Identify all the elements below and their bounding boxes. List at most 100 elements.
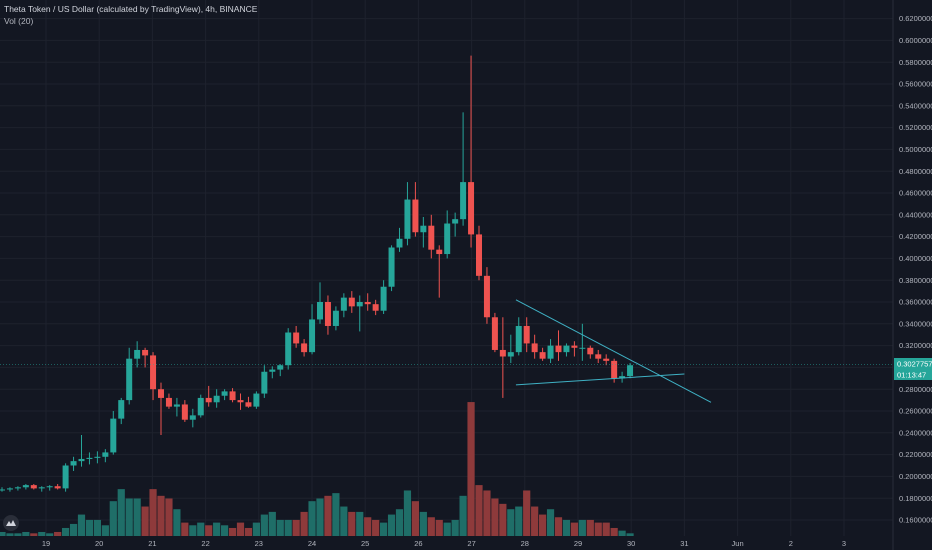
candle-up[interactable] bbox=[86, 452, 93, 465]
candle-down[interactable] bbox=[158, 382, 164, 435]
candle-up[interactable] bbox=[452, 212, 459, 237]
trendline[interactable] bbox=[515, 299, 712, 403]
candle-down[interactable] bbox=[531, 334, 538, 359]
candle-up[interactable] bbox=[261, 365, 268, 398]
candle-up[interactable] bbox=[277, 364, 284, 377]
candle-up[interactable] bbox=[396, 227, 403, 252]
candle-up[interactable] bbox=[0, 487, 5, 492]
candle-up[interactable] bbox=[118, 397, 125, 425]
candle-down[interactable] bbox=[181, 400, 188, 422]
candle-down[interactable] bbox=[30, 484, 37, 490]
candle-down[interactable] bbox=[372, 299, 379, 316]
candle-up[interactable] bbox=[253, 391, 260, 409]
volume-bar bbox=[435, 519, 443, 536]
candle-down[interactable] bbox=[491, 312, 498, 353]
candle-down[interactable] bbox=[595, 349, 602, 364]
price-tags: 0.30277579 01:13:47 bbox=[894, 358, 932, 380]
candle-up[interactable] bbox=[173, 397, 180, 417]
candle-up[interactable] bbox=[547, 339, 554, 364]
candle-up[interactable] bbox=[102, 449, 109, 463]
candle-up[interactable] bbox=[285, 328, 292, 370]
candle-up[interactable] bbox=[563, 343, 570, 357]
candle-down[interactable] bbox=[436, 245, 443, 298]
candle-body bbox=[571, 345, 578, 348]
candle-up[interactable] bbox=[627, 363, 634, 379]
candle-up[interactable] bbox=[460, 112, 467, 226]
candle-down[interactable] bbox=[237, 393, 244, 410]
candle-up[interactable] bbox=[332, 306, 339, 331]
candle-up[interactable] bbox=[94, 451, 101, 464]
volume-bar bbox=[546, 509, 555, 536]
candle-down[interactable] bbox=[301, 339, 308, 357]
candle-down[interactable] bbox=[205, 385, 212, 407]
trendline[interactable] bbox=[515, 373, 685, 386]
time-tick-label: 31 bbox=[680, 539, 688, 548]
tradingview-logo-icon[interactable] bbox=[3, 515, 19, 531]
candle-down[interactable] bbox=[571, 341, 578, 357]
candle-up[interactable] bbox=[507, 334, 514, 364]
candle-up[interactable] bbox=[380, 280, 387, 314]
candle-up[interactable] bbox=[309, 304, 316, 355]
candle-up[interactable] bbox=[110, 411, 117, 455]
candle-down[interactable] bbox=[364, 293, 371, 311]
candle-up[interactable] bbox=[70, 456, 77, 471]
candle-down[interactable] bbox=[539, 347, 546, 361]
volume-bar bbox=[133, 498, 141, 536]
candle-up[interactable] bbox=[388, 245, 395, 292]
candle-body bbox=[181, 404, 188, 420]
candle-down[interactable] bbox=[412, 182, 419, 237]
candle-up[interactable] bbox=[515, 317, 522, 356]
candle-down[interactable] bbox=[468, 55, 475, 248]
candle-down[interactable] bbox=[555, 330, 562, 361]
candle-up[interactable] bbox=[38, 486, 45, 492]
candle-down[interactable] bbox=[348, 291, 355, 313]
candle-down[interactable] bbox=[54, 484, 61, 490]
candle-down[interactable] bbox=[587, 345, 594, 359]
price-tick-label: 0.48000000 bbox=[899, 167, 932, 176]
candle-up[interactable] bbox=[126, 347, 133, 405]
time-tick-label: 30 bbox=[627, 539, 635, 548]
candle-down[interactable] bbox=[165, 393, 172, 409]
candle-down[interactable] bbox=[229, 388, 236, 403]
candle-up[interactable] bbox=[46, 485, 53, 491]
candle-up[interactable] bbox=[197, 394, 204, 418]
candle-up[interactable] bbox=[6, 487, 13, 492]
trendlines[interactable] bbox=[0, 299, 893, 403]
candle-up[interactable] bbox=[444, 210, 451, 259]
candle-up[interactable] bbox=[189, 408, 196, 428]
candle-down[interactable] bbox=[142, 347, 149, 368]
candle-up[interactable] bbox=[22, 484, 29, 490]
candle-up[interactable] bbox=[221, 389, 228, 401]
candle-up[interactable] bbox=[579, 323, 586, 361]
candle-up[interactable] bbox=[420, 216, 427, 248]
candle-down[interactable] bbox=[245, 396, 252, 408]
candle-body bbox=[412, 199, 419, 233]
candle-up[interactable] bbox=[134, 341, 141, 368]
candle-up[interactable] bbox=[340, 293, 347, 318]
candle-down[interactable] bbox=[499, 317, 506, 398]
time-axis[interactable]: 19 20 21 22 23 24 25 26 27 28 29 30 31 Jun 2 3 bbox=[42, 539, 846, 548]
candle-down[interactable] bbox=[428, 214, 435, 259]
candle-up[interactable] bbox=[269, 366, 276, 379]
volume-indicator-label[interactable]: Vol (20) bbox=[4, 16, 34, 26]
candle-up[interactable] bbox=[619, 371, 626, 383]
candle-up[interactable] bbox=[14, 486, 21, 491]
candle-up[interactable] bbox=[356, 295, 363, 332]
candle-down[interactable] bbox=[523, 317, 530, 353]
candle-down[interactable] bbox=[483, 267, 490, 324]
candle-down[interactable] bbox=[324, 295, 331, 335]
candle-down[interactable] bbox=[603, 354, 610, 366]
price-axis[interactable]: 0.16000000 0.18000000 0.20000000 0.22000000… bbox=[899, 14, 932, 524]
candle-up[interactable] bbox=[317, 282, 323, 324]
candle-up[interactable] bbox=[78, 434, 85, 467]
candle-down[interactable] bbox=[150, 352, 157, 401]
candle-body bbox=[110, 418, 117, 453]
candle-up[interactable] bbox=[62, 463, 69, 492]
candle-down[interactable] bbox=[476, 225, 482, 281]
candle-down[interactable] bbox=[293, 325, 300, 348]
price-tick-label: 0.52000000 bbox=[899, 123, 932, 132]
candle-up[interactable] bbox=[404, 182, 411, 246]
candle-up[interactable] bbox=[213, 389, 220, 408]
